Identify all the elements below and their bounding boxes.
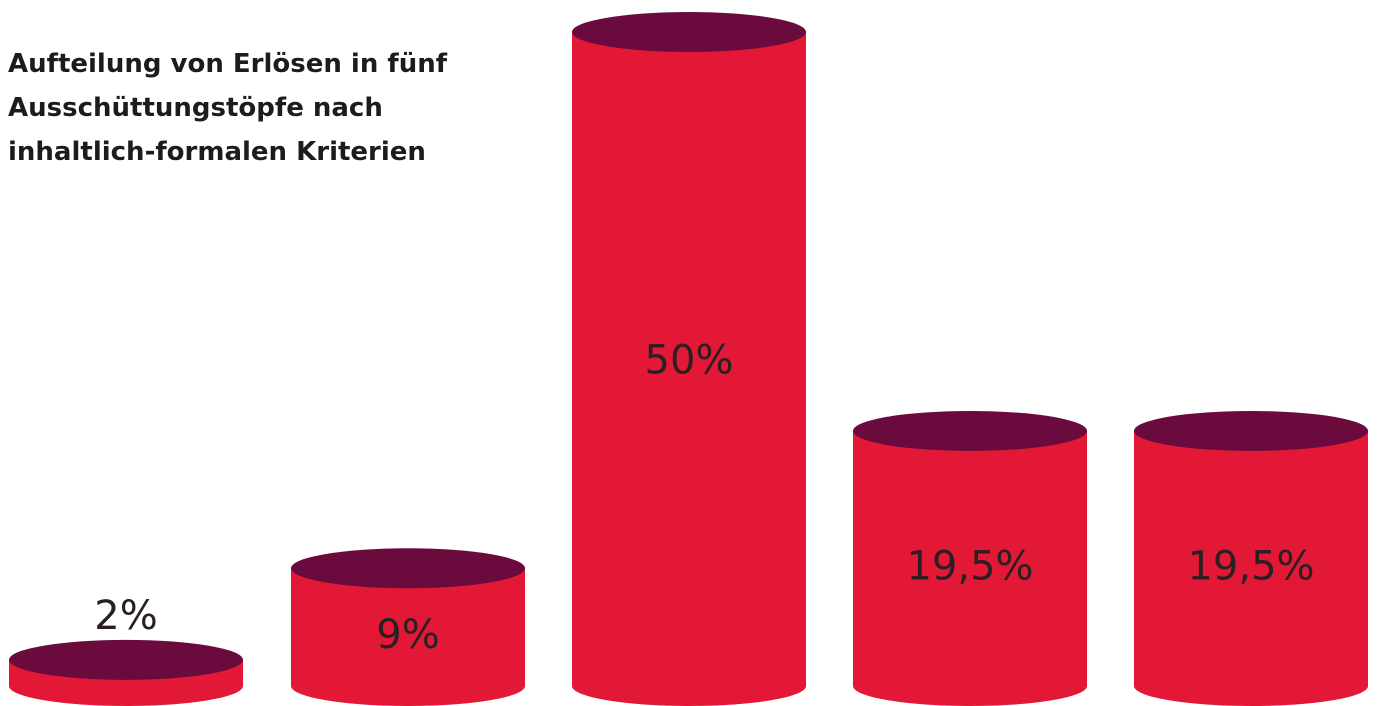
cylinder-top: [1134, 410, 1368, 451]
title-line-2: Ausschüttungstöpfe nach: [8, 93, 383, 123]
data-label: 9%: [376, 612, 439, 658]
cylinder-body: [291, 568, 525, 706]
title-line-1: Aufteilung von Erlösen in fünf: [8, 49, 448, 79]
cylinder-bar: 2%: [9, 593, 243, 706]
cylinder-body: [853, 430, 1087, 706]
cylinder-body: [1134, 430, 1368, 706]
cylinder-top: [572, 12, 806, 52]
cylinder-body: [572, 32, 806, 706]
cylinder-bar: 9%: [291, 548, 525, 706]
cylinder-top: [9, 639, 243, 680]
data-label: 2%: [94, 593, 157, 639]
cylinder-bar: 19,5%: [1134, 410, 1368, 706]
cylinder-top: [291, 548, 525, 589]
data-label: 19,5%: [906, 543, 1033, 589]
cylinder-bar: 19,5%: [853, 410, 1087, 706]
data-label: 19,5%: [1187, 543, 1314, 589]
cylinder-bar: 50%: [572, 12, 806, 706]
title-line-3: inhaltlich-formalen Kriterien: [8, 137, 426, 167]
cylinder-top: [853, 410, 1087, 451]
data-label: 50%: [645, 337, 734, 383]
chart-title: Aufteilung von Erlösen in fünf Ausschütt…: [8, 42, 528, 174]
